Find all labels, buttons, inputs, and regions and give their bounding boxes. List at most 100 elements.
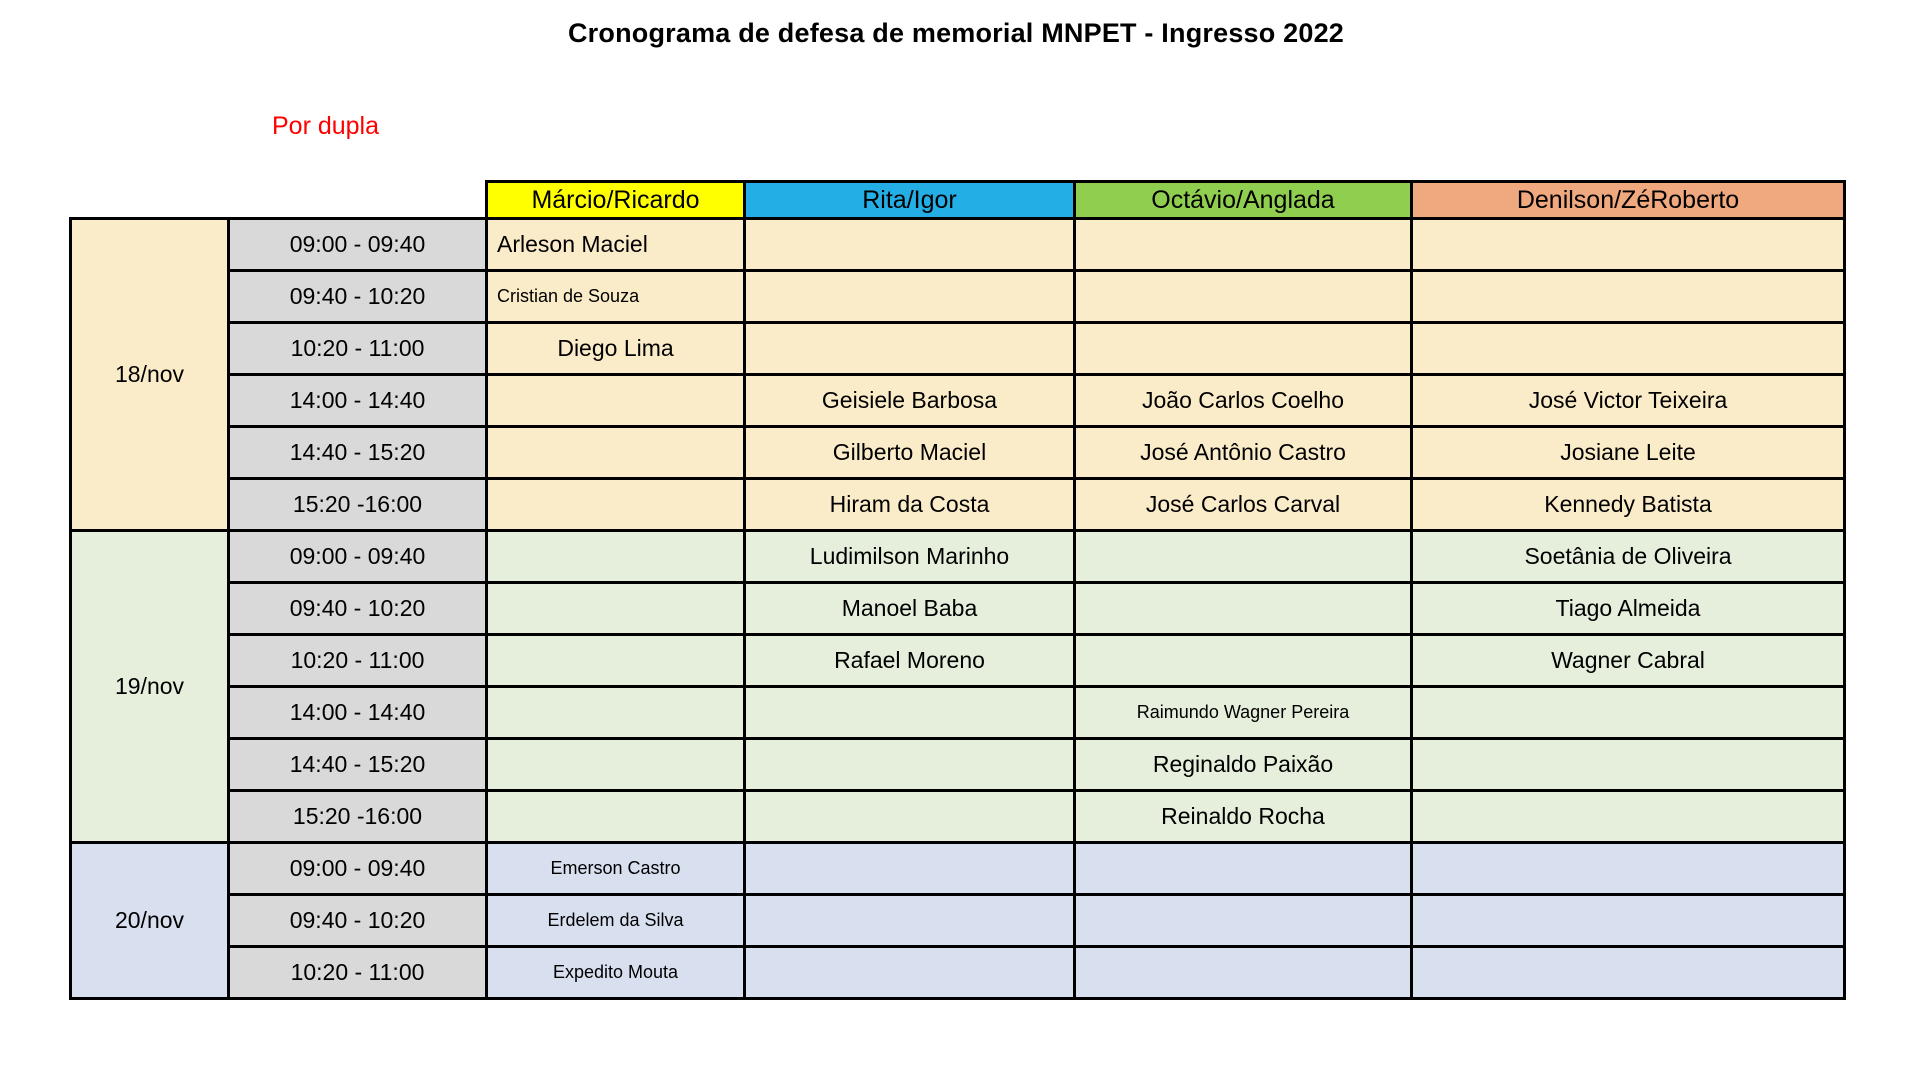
empty-cell — [1073, 581, 1413, 636]
empty-cell — [1410, 269, 1846, 324]
time-slot: 10:20 - 11:00 — [227, 633, 488, 688]
empty-cell — [1410, 841, 1846, 896]
candidate-name-cell: José Antônio Castro — [1073, 425, 1413, 480]
candidate-name-cell: José Victor Teixeira — [1410, 373, 1846, 428]
schedule-table: Márcio/Ricardo Rita/Igor Octávio/Anglada De… — [69, 180, 1846, 1000]
table-row: 15:20 -16:00 Reinaldo Rocha — [71, 789, 1846, 844]
evaluator-header-row: Márcio/Ricardo Rita/Igor Octávio/Anglada De… — [70, 180, 1846, 220]
table-row: 09:40 - 10:20 Cristian de Souza — [71, 269, 1846, 324]
table-row: 14:00 - 14:40 Geisiele Barbosa João Carlos… — [71, 373, 1846, 428]
empty-cell — [485, 737, 746, 792]
empty-cell — [1410, 893, 1846, 948]
table-row: 15:20 -16:00 Hiram da Costa José Carlos Ca… — [71, 477, 1846, 532]
empty-cell — [743, 893, 1076, 948]
time-slot: 09:00 - 09:40 — [227, 529, 488, 584]
empty-cell — [743, 321, 1076, 376]
column-header-denilson-zeroberto: Denilson/ZéRoberto — [1410, 180, 1846, 220]
empty-cell — [485, 529, 746, 584]
date-label: 20/nov — [69, 841, 230, 1000]
empty-cell — [743, 841, 1076, 896]
candidate-name-cell: Josiane Leite — [1410, 425, 1846, 480]
candidate-name-cell: Arleson Maciel — [485, 217, 746, 272]
time-slot: 10:20 - 11:00 — [227, 321, 488, 376]
empty-cell — [485, 425, 746, 480]
table-row: 14:40 - 15:20 Gilberto Maciel José Antônio… — [71, 425, 1846, 480]
candidate-name-cell: Tiago Almeida — [1410, 581, 1846, 636]
candidate-name-cell: José Carlos Carval — [1073, 477, 1413, 532]
column-header-marcio-ricardo: Márcio/Ricardo — [485, 180, 746, 220]
candidate-name-cell: Expedito Mouta — [485, 945, 746, 1000]
empty-cell — [743, 217, 1076, 272]
candidate-name-cell: Soetânia de Oliveira — [1410, 529, 1846, 584]
table-row: 10:20 - 11:00 Expedito Mouta — [71, 945, 1846, 1000]
candidate-name-cell: Kennedy Batista — [1410, 477, 1846, 532]
candidate-name-cell: Gilberto Maciel — [743, 425, 1076, 480]
time-slot: 15:20 -16:00 — [227, 477, 488, 532]
candidate-name-cell: Rafael Moreno — [743, 633, 1076, 688]
table-row: 19/nov 09:00 - 09:40 Ludimilson Marinho Soe… — [69, 529, 1846, 844]
empty-cell — [1073, 321, 1413, 376]
time-slot: 14:40 - 15:20 — [227, 737, 488, 792]
empty-cell — [1410, 789, 1846, 844]
time-slot: 09:40 - 10:20 — [227, 581, 488, 636]
column-header-rita-igor: Rita/Igor — [743, 180, 1076, 220]
empty-cell — [1410, 685, 1846, 740]
date-label: 18/nov — [69, 217, 230, 532]
empty-cell — [485, 581, 746, 636]
column-header-octavio-anglada: Octávio/Anglada — [1073, 180, 1413, 220]
empty-cell — [743, 737, 1076, 792]
table-row: 10:20 - 11:00 Rafael Moreno Wagner Cabral — [71, 633, 1846, 688]
empty-cell — [1073, 217, 1413, 272]
empty-cell — [1073, 893, 1413, 948]
empty-cell — [1073, 269, 1413, 324]
date-label: 19/nov — [69, 529, 230, 844]
time-slot: 10:20 - 11:00 — [227, 945, 488, 1000]
empty-cell — [1410, 945, 1846, 1000]
empty-cell — [1073, 945, 1413, 1000]
empty-cell — [485, 789, 746, 844]
empty-cell — [1410, 217, 1846, 272]
candidate-name-cell: Manoel Baba — [743, 581, 1076, 636]
candidate-name-cell: Erdelem da Silva — [485, 893, 746, 948]
empty-cell — [1073, 633, 1413, 688]
page-title: Cronograma de defesa de memorial MNPET -… — [567, 18, 1345, 48]
empty-cell — [485, 633, 746, 688]
date-header-spacer — [70, 181, 229, 219]
empty-cell — [1410, 737, 1846, 792]
table-row: 09:40 - 10:20 Manoel Baba Tiago Almeida — [71, 581, 1846, 636]
table-row: 20/nov 09:00 - 09:40 Emerson Castro — [69, 841, 1846, 1000]
empty-cell — [1410, 321, 1846, 376]
candidate-name-cell: Hiram da Costa — [743, 477, 1076, 532]
candidate-name-cell: Reinaldo Rocha — [1073, 789, 1413, 844]
candidate-name-cell: Raimundo Wagner Pereira — [1073, 685, 1413, 740]
time-slot: 14:00 - 14:40 — [227, 685, 488, 740]
time-header-spacer — [228, 181, 487, 219]
empty-cell — [485, 477, 746, 532]
time-slot: 09:00 - 09:40 — [227, 841, 488, 896]
empty-cell — [743, 789, 1076, 844]
empty-cell — [743, 685, 1076, 740]
time-slot: 09:00 - 09:40 — [227, 217, 488, 272]
candidate-name-cell: Wagner Cabral — [1410, 633, 1846, 688]
candidate-name-cell: Reginaldo Paixão — [1073, 737, 1413, 792]
table-row: 14:40 - 15:20 Reginaldo Paixão — [71, 737, 1846, 792]
table-row: 14:00 - 14:40 Raimundo Wagner Pereira — [71, 685, 1846, 740]
table-row: 18/nov 09:00 - 09:40 Arleson Maciel — [69, 217, 1846, 532]
table-row: 10:20 - 11:00 Diego Lima — [71, 321, 1846, 376]
candidate-name-cell: João Carlos Coelho — [1073, 373, 1413, 428]
empty-cell — [485, 685, 746, 740]
empty-cell — [743, 945, 1076, 1000]
por-dupla-label: Por dupla — [272, 112, 380, 140]
time-slot: 14:00 - 14:40 — [227, 373, 488, 428]
candidate-name-cell: Emerson Castro — [485, 841, 746, 896]
time-slot: 09:40 - 10:20 — [227, 269, 488, 324]
candidate-name-cell: Cristian de Souza — [485, 269, 746, 324]
empty-cell — [743, 269, 1076, 324]
schedule-body: 18/nov 09:00 - 09:40 Arleson Maciel 09:40 -… — [69, 217, 1846, 1000]
candidate-name-cell: Diego Lima — [485, 321, 746, 376]
empty-cell — [1073, 529, 1413, 584]
candidate-name-cell: Ludimilson Marinho — [743, 529, 1076, 584]
time-slot: 15:20 -16:00 — [227, 789, 488, 844]
candidate-name-cell: Geisiele Barbosa — [743, 373, 1076, 428]
